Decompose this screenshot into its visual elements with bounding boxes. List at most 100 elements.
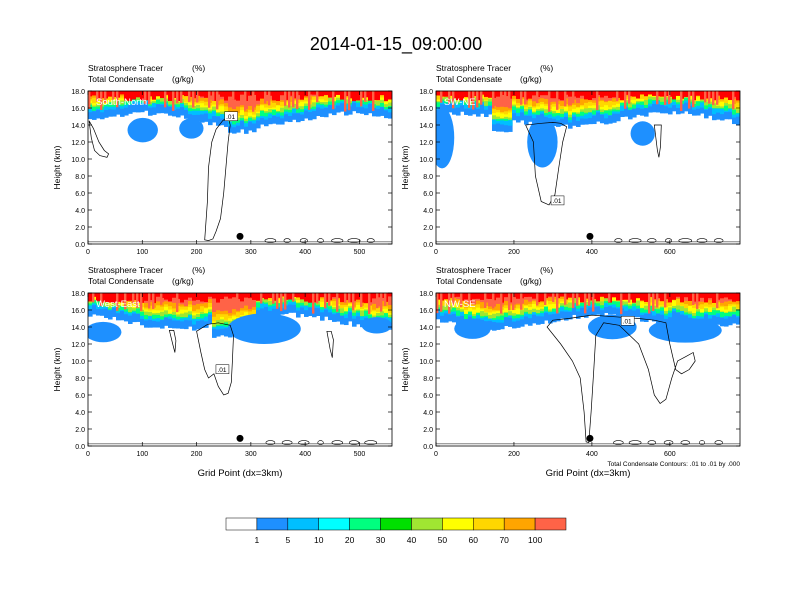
y-tick-label: 4.0 (75, 410, 85, 417)
condensate-contour (546, 314, 696, 444)
colorbar-label: 50 (438, 535, 448, 545)
x-tick-label: 0 (434, 451, 438, 458)
surface-contour (628, 440, 642, 445)
colorbar-box (534, 517, 567, 531)
condensate-contour (653, 124, 662, 158)
x-tick-label: 0 (86, 451, 90, 458)
panel-title: South-North (96, 97, 147, 108)
y-tick-label: 6.0 (423, 393, 433, 400)
surface-contour (283, 238, 291, 243)
colorbar: 1 5 10 20 30 40 50 60 70 100 (225, 517, 567, 545)
surface-contour (348, 440, 360, 445)
colorbar-label: 70 (499, 535, 509, 545)
y-tick-label: 6.0 (75, 393, 85, 400)
contour-label-box (215, 364, 230, 374)
surface-contour (680, 440, 690, 445)
colorbar-box (256, 517, 289, 531)
surface-contour (317, 440, 324, 445)
panel-subtitle-condensate-units: (g/kg) (520, 74, 542, 84)
x-axis-label: Grid Point (dx=3km) (546, 468, 631, 479)
colorbar-label: 30 (376, 535, 386, 545)
contour-label: .01 (623, 318, 632, 325)
y-tick-label: 12.0 (419, 342, 433, 349)
surface-contour (714, 238, 724, 243)
panel-frame (435, 292, 741, 447)
condensate-contour (525, 122, 568, 206)
x-tick-label: 200 (508, 451, 520, 458)
surface-contour (299, 238, 308, 243)
tracer-field: .01 (436, 293, 740, 446)
y-tick-label: 2.0 (75, 427, 85, 434)
y-tick-label: 6.0 (423, 191, 433, 198)
surface-contour (347, 238, 361, 243)
panel-title: West-East (96, 299, 140, 310)
tracer-intrusion (179, 118, 204, 139)
panel-subtitle-tracer-units: (%) (192, 63, 205, 73)
x-tick-label: 0 (86, 249, 90, 256)
panel-subtitle-tracer-units: (%) (540, 63, 553, 73)
surface-contour (647, 440, 657, 445)
y-tick-label: 16.0 (419, 106, 433, 113)
surface-contour (298, 440, 310, 445)
panels-group: Stratosphere Tracer (%) Total Condensate (g… (52, 63, 741, 479)
y-axis-label: Height (km) (52, 145, 62, 189)
x-tick-label: 200 (191, 451, 203, 458)
contour-label: .01 (553, 198, 562, 205)
panel-subtitle-tracer: Stratosphere Tracer (436, 63, 511, 73)
contour-label-box (550, 195, 565, 206)
tracer-intrusion (454, 318, 491, 339)
x-tick-label: 400 (299, 249, 311, 256)
colorbar-label: 20 (345, 535, 355, 545)
contour-label: .01 (226, 114, 235, 121)
surface-contour (699, 440, 705, 445)
y-tick-label: 16.0 (419, 308, 433, 315)
panel-subtitle-condensate-units: (g/kg) (172, 276, 194, 286)
condensate-contour (326, 330, 334, 358)
surface-contour (317, 238, 324, 243)
y-tick-label: 2.0 (423, 225, 433, 232)
colorbar-box (349, 517, 381, 531)
contour-label-box (224, 111, 238, 121)
tracer-intrusion (127, 117, 158, 143)
colorbar-label: 40 (407, 535, 417, 545)
surface-contour (665, 238, 673, 243)
panel-frame (87, 90, 393, 245)
surface-contour (628, 238, 642, 243)
y-tick-label: 14.0 (71, 123, 85, 130)
colorbar-box (225, 517, 258, 531)
y-tick-label: 18.0 (419, 291, 433, 298)
y-tick-label: 8.0 (75, 376, 85, 383)
panel-subtitle-condensate: Total Condensate (436, 276, 502, 286)
y-tick-label: 18.0 (419, 89, 433, 96)
surface-contour (364, 440, 378, 445)
location-marker (236, 232, 244, 240)
y-axis-label: Height (km) (400, 347, 410, 391)
y-tick-label: 2.0 (423, 427, 433, 434)
y-tick-label: 14.0 (419, 325, 433, 332)
y-tick-label: 18.0 (71, 89, 85, 96)
surface-contour (647, 238, 657, 243)
colorbar-box (411, 517, 443, 531)
panel-subtitle-condensate: Total Condensate (436, 74, 502, 84)
x-tick-label: 200 (508, 249, 520, 256)
y-tick-label: 0.0 (75, 444, 85, 451)
y-tick-label: 18.0 (71, 291, 85, 298)
x-tick-label: 600 (664, 249, 676, 256)
surface-contour (281, 440, 293, 445)
surface-contour (678, 238, 693, 243)
condensate-contour (204, 115, 231, 241)
panel-subtitle-tracer: Stratosphere Tracer (88, 63, 163, 73)
y-tick-label: 16.0 (71, 308, 85, 315)
tracer-intrusion (88, 321, 122, 343)
panel-subtitle-tracer-units: (%) (192, 265, 205, 275)
surface-contour (366, 238, 375, 243)
y-tick-label: 12.0 (71, 140, 85, 147)
tracer-intrusion (527, 116, 558, 168)
colorbar-label: 100 (528, 535, 542, 545)
y-tick-label: 14.0 (71, 325, 85, 332)
y-tick-label: 0.0 (75, 242, 85, 249)
panel-frame (435, 90, 741, 245)
y-tick-label: 14.0 (419, 123, 433, 130)
x-tick-label: 300 (245, 249, 257, 256)
